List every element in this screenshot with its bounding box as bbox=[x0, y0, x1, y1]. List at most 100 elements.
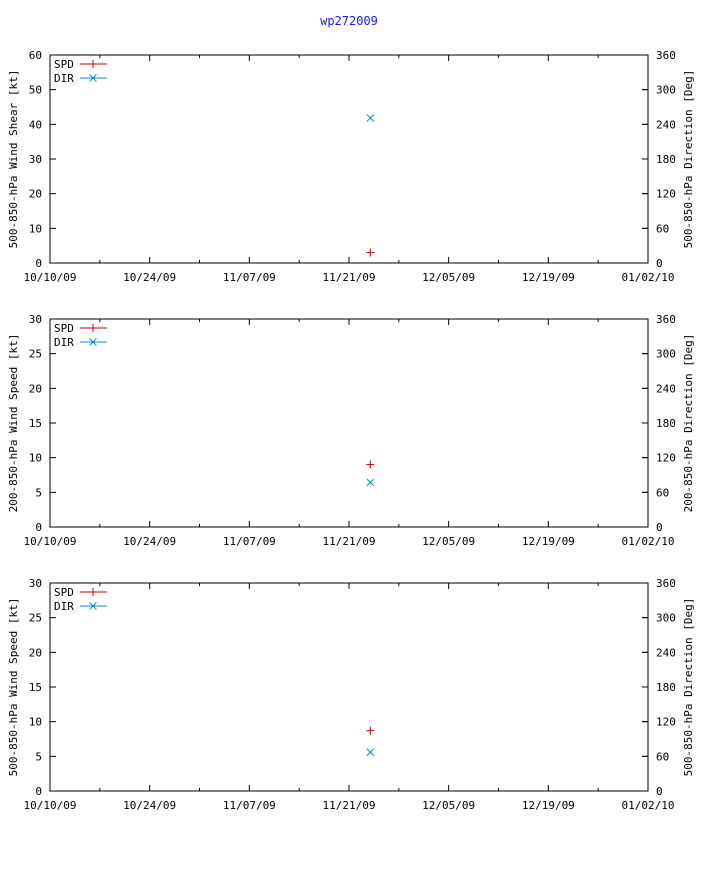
data-point-spd bbox=[366, 460, 375, 469]
y-right-tick-label: 120 bbox=[656, 452, 676, 465]
data-point-dir bbox=[366, 478, 375, 487]
y-left-tick-label: 25 bbox=[29, 348, 42, 361]
y-right-tick-label: 360 bbox=[656, 49, 676, 62]
y-left-tick-label: 30 bbox=[29, 577, 42, 590]
y-left-tick-label: 50 bbox=[29, 84, 42, 97]
x-tick-label: 12/05/09 bbox=[422, 535, 475, 548]
x-tick-label: 11/07/09 bbox=[223, 535, 276, 548]
legend-label-spd: SPD bbox=[54, 586, 74, 599]
legend-marker-dir bbox=[89, 338, 97, 346]
y-right-axis-label: 500-850-hPa Direction [Deg] bbox=[682, 598, 695, 777]
x-tick-label: 10/24/09 bbox=[123, 271, 176, 284]
data-point-dir bbox=[366, 114, 375, 122]
y-left-tick-label: 10 bbox=[29, 716, 42, 729]
data-point-dir-b bbox=[366, 114, 375, 122]
legend-marker-dir bbox=[89, 602, 97, 610]
legend-marker-dir-b bbox=[89, 74, 97, 82]
data-point-spd bbox=[366, 726, 375, 735]
data-point-spd bbox=[366, 248, 375, 257]
x-tick-label: 10/10/09 bbox=[24, 535, 77, 548]
legend-marker-spd bbox=[89, 60, 97, 68]
y-left-tick-label: 0 bbox=[35, 257, 42, 270]
y-right-tick-label: 360 bbox=[656, 577, 676, 590]
y-right-tick-label: 60 bbox=[656, 222, 669, 235]
x-tick-label: 10/10/09 bbox=[24, 271, 77, 284]
x-tick-label: 12/19/09 bbox=[522, 799, 575, 812]
y-left-tick-label: 25 bbox=[29, 612, 42, 625]
x-tick-label: 12/05/09 bbox=[422, 799, 475, 812]
y-right-tick-label: 120 bbox=[656, 716, 676, 729]
x-tick-label: 10/10/09 bbox=[24, 799, 77, 812]
y-right-tick-label: 120 bbox=[656, 188, 676, 201]
x-tick-label: 12/05/09 bbox=[422, 271, 475, 284]
y-left-tick-label: 5 bbox=[35, 750, 42, 763]
y-left-tick-label: 15 bbox=[29, 681, 42, 694]
y-right-tick-label: 240 bbox=[656, 382, 676, 395]
legend-marker-spd bbox=[89, 324, 97, 332]
y-left-axis-label: 500-850-hPa Wind Shear [kt] bbox=[7, 70, 20, 249]
y-left-tick-label: 60 bbox=[29, 49, 42, 62]
x-tick-label: 11/21/09 bbox=[323, 799, 376, 812]
y-right-tick-label: 180 bbox=[656, 681, 676, 694]
x-tick-label: 01/02/10 bbox=[622, 271, 675, 284]
y-left-tick-label: 5 bbox=[35, 486, 42, 499]
x-tick-label: 12/19/09 bbox=[522, 535, 575, 548]
y-right-tick-label: 300 bbox=[656, 612, 676, 625]
legend-marker-dir-b bbox=[89, 338, 97, 346]
legend-label-spd: SPD bbox=[54, 322, 74, 335]
y-left-tick-label: 20 bbox=[29, 646, 42, 659]
y-right-tick-label: 240 bbox=[656, 118, 676, 131]
y-right-tick-label: 60 bbox=[656, 750, 669, 763]
x-tick-label: 12/19/09 bbox=[522, 271, 575, 284]
legend-label-dir: DIR bbox=[54, 336, 74, 349]
page-title: wp272009 bbox=[320, 14, 378, 28]
y-left-tick-label: 30 bbox=[29, 153, 42, 166]
x-tick-label: 11/21/09 bbox=[323, 271, 376, 284]
plot-frame bbox=[49, 318, 649, 528]
y-right-tick-label: 240 bbox=[656, 646, 676, 659]
y-right-tick-label: 180 bbox=[656, 417, 676, 430]
y-left-tick-label: 30 bbox=[29, 313, 42, 326]
x-tick-label: 11/07/09 bbox=[223, 799, 276, 812]
data-point-dir-b bbox=[366, 478, 375, 487]
plot-frame bbox=[49, 582, 649, 792]
plot-frame bbox=[49, 54, 649, 264]
y-right-tick-label: 180 bbox=[656, 153, 676, 166]
y-left-axis-label: 500-850-hPa Wind Speed [kt] bbox=[7, 598, 20, 777]
x-tick-label: 10/24/09 bbox=[123, 535, 176, 548]
y-right-tick-label: 0 bbox=[656, 521, 663, 534]
y-right-axis-label: 200-850-hPa Direction [Deg] bbox=[682, 334, 695, 513]
x-tick-label: 01/02/10 bbox=[622, 799, 675, 812]
x-tick-label: 11/07/09 bbox=[223, 271, 276, 284]
chart-panel-1: 0 10 20 30 40 50 60 0 60 120 180 240 300 360 10/10/09 1… bbox=[7, 49, 695, 284]
legend-marker-spd bbox=[89, 588, 97, 596]
y-right-tick-label: 0 bbox=[656, 785, 663, 798]
x-tick-label: 11/21/09 bbox=[323, 535, 376, 548]
y-left-tick-label: 10 bbox=[29, 452, 42, 465]
data-point-dir bbox=[366, 748, 375, 757]
legend-label-dir: DIR bbox=[54, 600, 74, 613]
y-left-tick-label: 40 bbox=[29, 118, 42, 131]
y-left-axis-label: 200-850-hPa Wind Speed [kt] bbox=[7, 334, 20, 513]
y-right-tick-label: 60 bbox=[656, 486, 669, 499]
y-left-tick-label: 20 bbox=[29, 188, 42, 201]
y-left-tick-label: 0 bbox=[35, 521, 42, 534]
y-left-tick-label: 20 bbox=[29, 382, 42, 395]
y-right-tick-label: 300 bbox=[656, 348, 676, 361]
legend-marker-dir bbox=[89, 74, 97, 82]
y-right-tick-label: 360 bbox=[656, 313, 676, 326]
data-point-dir-b bbox=[366, 748, 375, 757]
y-right-axis-label: 500-850-hPa Direction [Deg] bbox=[682, 70, 695, 249]
legend-label-dir: DIR bbox=[54, 72, 74, 85]
y-right-tick-label: 0 bbox=[656, 257, 663, 270]
legend-label-spd: SPD bbox=[54, 58, 74, 71]
y-left-tick-label: 15 bbox=[29, 417, 42, 430]
x-tick-label: 01/02/10 bbox=[622, 535, 675, 548]
y-left-tick-label: 0 bbox=[35, 785, 42, 798]
legend-marker-dir-b bbox=[89, 602, 97, 610]
y-left-tick-label: 10 bbox=[29, 222, 42, 235]
y-right-tick-label: 300 bbox=[656, 84, 676, 97]
